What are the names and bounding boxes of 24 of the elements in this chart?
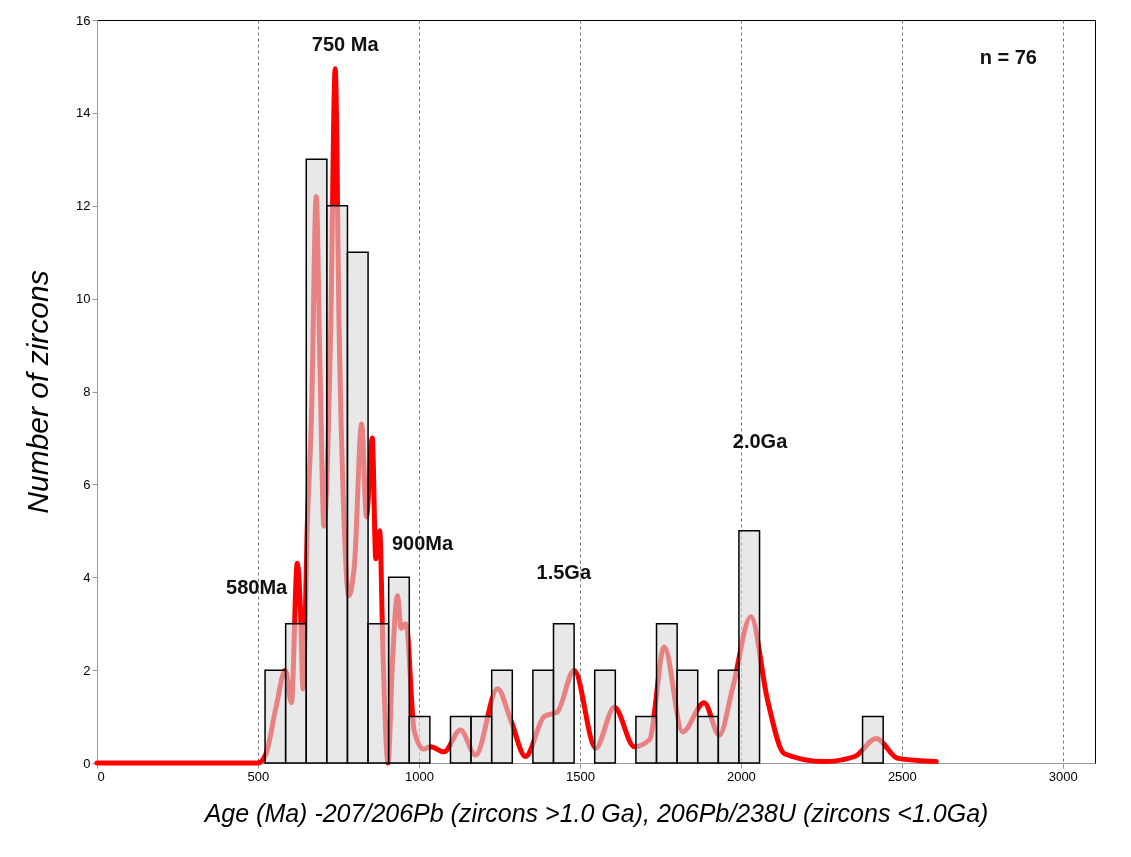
y-tick-label: 4	[83, 569, 91, 585]
annotation: n = 76	[979, 46, 1037, 68]
y-tick-label: 16	[76, 12, 91, 28]
y-tick-label: 8	[83, 384, 91, 399]
y-tick-label: 6	[83, 476, 91, 492]
x-tick-label: 500	[247, 768, 270, 784]
annotation: 900Ma	[391, 532, 454, 555]
x-axis-title: Age (Ma) -207/206Pb (zircons >1.0 Ga), 206Pb/238U (zircons <1.0Ga)	[202, 798, 989, 827]
annotation: 1.5Ga	[536, 560, 592, 583]
annotation: 580Ma	[226, 576, 289, 599]
y-tick-label: 2	[83, 662, 91, 678]
annotation: 750 Ma	[311, 32, 380, 55]
x-tick-label: 3000	[1048, 768, 1078, 784]
y-tick-label: 12	[76, 198, 91, 214]
x-tick-label: 2500	[887, 768, 917, 784]
y-tick-label: 0	[83, 755, 91, 771]
x-tick-label: 0	[97, 768, 105, 784]
y-axis-title: Number of zircons	[21, 270, 55, 514]
x-tick-label: 1000	[404, 768, 434, 784]
x-tick-label: 1500	[565, 768, 595, 784]
y-tick-label: 10	[76, 291, 91, 307]
y-tick-label: 14	[76, 105, 91, 121]
x-tick-label: 2000	[726, 768, 756, 784]
annotation: 2.0Ga	[732, 430, 789, 452]
